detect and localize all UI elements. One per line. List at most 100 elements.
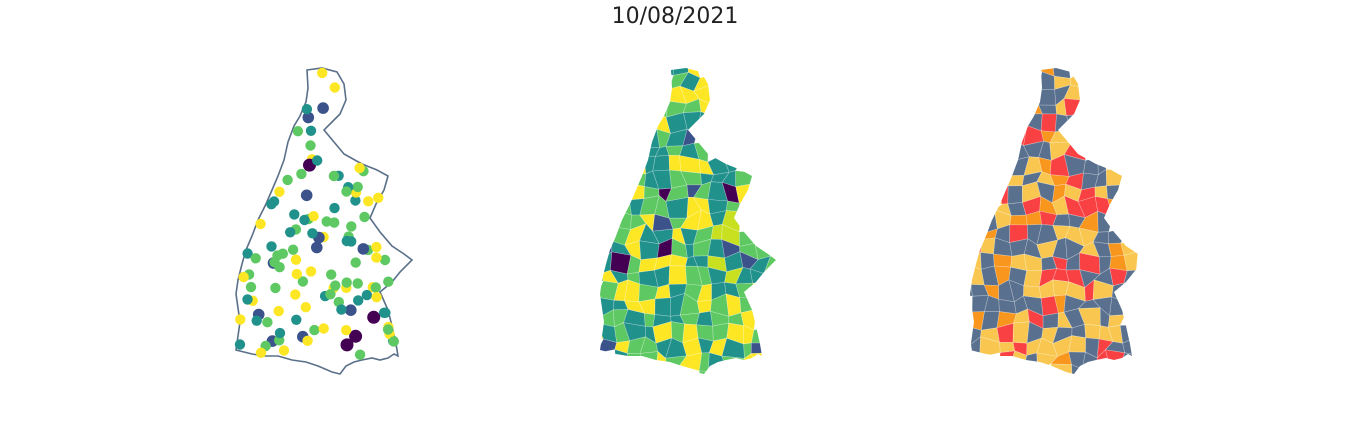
municipality-point	[361, 289, 373, 301]
municipality-area	[1009, 214, 1028, 226]
municipality-point	[305, 125, 317, 136]
category-cells	[970, 68, 1143, 374]
municipality-area	[600, 322, 605, 340]
municipality-area	[623, 173, 647, 187]
municipality-area	[639, 351, 659, 373]
municipality-point	[367, 310, 381, 324]
municipality-point	[290, 289, 301, 300]
municipality-area	[984, 182, 1003, 205]
municipality-area	[750, 342, 773, 354]
municipality-point	[328, 170, 340, 182]
municipality-area	[1022, 68, 1043, 79]
municipality-area	[1068, 335, 1087, 353]
category-map-svg	[970, 68, 1143, 374]
municipality-area	[998, 350, 1016, 369]
municipality-area	[626, 352, 641, 371]
municipality-point	[321, 216, 332, 227]
municipality-point	[242, 294, 253, 305]
municipality-area	[1084, 323, 1101, 340]
municipality-area	[750, 352, 770, 368]
municipality-point	[266, 241, 277, 252]
municipality-point	[305, 140, 316, 151]
municipality-point	[336, 304, 347, 315]
municipality-point	[363, 196, 374, 207]
municipality-area	[980, 311, 1000, 331]
municipality-point	[262, 317, 273, 328]
choropleth-cells	[600, 68, 776, 374]
municipality-point	[290, 254, 302, 265]
municipality-area	[970, 325, 972, 345]
municipality-point	[350, 257, 361, 268]
municipality-point	[273, 305, 284, 317]
municipality-point	[245, 281, 257, 293]
municipality-area	[1012, 321, 1030, 344]
municipality-area	[1097, 210, 1113, 233]
municipality-point	[292, 126, 304, 137]
municipality-area	[1050, 363, 1073, 374]
municipality-point	[388, 336, 399, 347]
municipality-point	[234, 339, 246, 350]
municipality-point	[274, 186, 285, 197]
municipality-point	[371, 252, 382, 263]
municipality-area	[1083, 157, 1099, 176]
municipality-point	[345, 304, 357, 316]
municipality-point	[380, 307, 391, 318]
municipality-point	[359, 211, 370, 223]
municipality-point	[341, 325, 352, 336]
municipality-point	[297, 276, 309, 287]
municipality-point	[270, 282, 281, 294]
municipality-area	[997, 182, 1009, 205]
municipality-point	[255, 347, 267, 358]
municipality-point	[289, 209, 300, 220]
municipality-area	[697, 299, 712, 314]
municipality-area	[639, 240, 660, 261]
municipality-point	[238, 271, 249, 283]
municipality-point	[371, 292, 382, 303]
municipality-area	[668, 154, 682, 172]
municipality-point	[307, 228, 318, 239]
municipality-area	[1105, 169, 1127, 187]
municipality-point	[341, 235, 352, 247]
municipality-area	[970, 214, 988, 233]
municipality-point	[357, 243, 370, 255]
municipality-point	[371, 241, 382, 253]
municipality-point	[352, 181, 363, 193]
municipal-points-map	[222, 60, 442, 390]
municipality-point	[285, 227, 296, 238]
municipality-point	[291, 314, 302, 325]
municipality-area	[1107, 198, 1123, 218]
municipality-area	[655, 68, 675, 76]
municipality-area	[642, 112, 658, 130]
municipality-area	[970, 281, 973, 297]
municipality-point	[382, 324, 394, 335]
municipality-point	[341, 277, 352, 288]
municipality-point	[287, 244, 299, 255]
municipality-point	[255, 218, 266, 230]
municipality-point	[277, 248, 288, 259]
municipality-area	[735, 282, 759, 298]
municipality-point	[317, 67, 328, 79]
municipality-area	[1023, 270, 1043, 288]
municipality-point	[300, 189, 313, 202]
municipality-area	[993, 253, 1013, 268]
municipality-point	[302, 111, 315, 124]
municipality-point	[299, 214, 310, 226]
municipality-point	[329, 82, 340, 93]
municipality-area	[698, 370, 711, 374]
municipality-point	[352, 278, 363, 289]
choropleth-map-svg	[600, 68, 776, 374]
municipal-category-map	[956, 60, 1176, 390]
municipality-point	[250, 253, 261, 264]
municipality-area	[1007, 175, 1025, 187]
municipality-point	[302, 335, 313, 346]
municipality-area	[1109, 296, 1126, 317]
municipality-area	[668, 265, 688, 285]
municipality-area	[654, 297, 671, 317]
municipality-point	[346, 221, 357, 232]
municipality-point	[269, 257, 280, 268]
municipality-point	[330, 280, 341, 291]
municipality-area	[1052, 68, 1071, 79]
municipality-area	[1040, 113, 1057, 133]
municipality-point	[268, 196, 280, 207]
municipal-choropleth-map	[586, 60, 806, 390]
